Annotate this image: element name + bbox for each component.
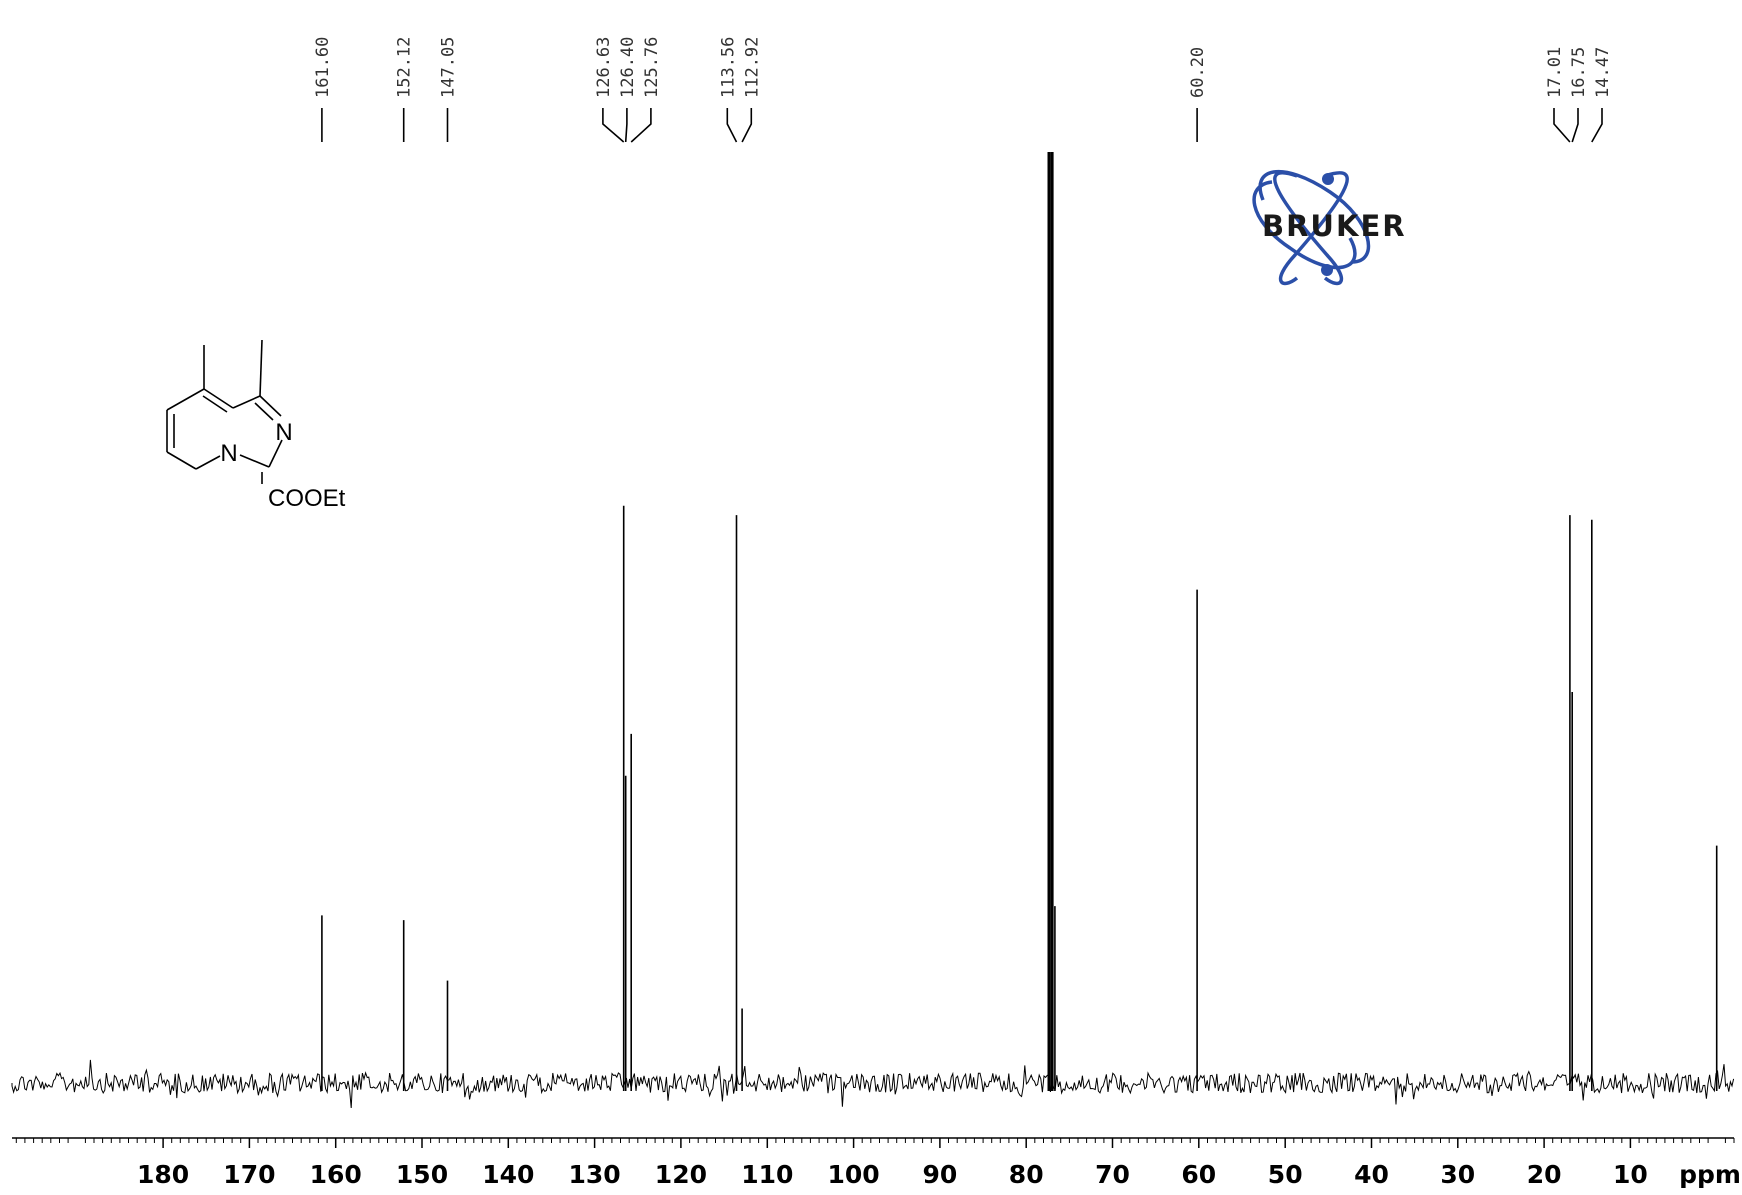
x-axis-minor-ticks	[15, 1138, 1735, 1143]
x-axis: 180 170 160 150 140 130 120 110 100 90 80 70 60 50 40 3…	[12, 1137, 1741, 1189]
peak-label: 161.60	[313, 37, 333, 98]
logo-orbit-4	[1252, 180, 1357, 270]
peak-label: 60.20	[1188, 47, 1208, 98]
x-axis-tick-label: 150	[396, 1160, 448, 1189]
x-axis-unit-label: ppm	[1679, 1160, 1741, 1189]
x-axis-tick-labels: 180 170 160 150 140 130 120 110 100 90 80 70 60 50 40 3…	[137, 1160, 1648, 1189]
peak-label-connector	[741, 108, 753, 143]
x-axis-major-ticks	[162, 1138, 1632, 1148]
peak-label: 147.05	[439, 37, 459, 98]
peak-label: 126.40	[618, 37, 638, 98]
x-axis-tick-label: 40	[1354, 1160, 1389, 1189]
x-axis-tick-label: 20	[1527, 1160, 1562, 1189]
x-axis-tick-label: 50	[1268, 1160, 1303, 1189]
peak-label: 17.01	[1545, 47, 1565, 98]
x-axis-tick-label: 140	[482, 1160, 534, 1189]
logo-orbit-1	[1273, 171, 1344, 286]
x-axis-tick-label: 80	[1009, 1160, 1044, 1189]
peak-line-group	[321, 152, 1718, 1091]
x-axis-tick-label: 90	[923, 1160, 958, 1189]
x-axis-tick-label: 70	[1095, 1160, 1130, 1189]
structure-atom-n-imidazole: N	[275, 419, 292, 446]
x-axis-tick-label: 100	[828, 1160, 880, 1189]
logo-dot-bottom	[1321, 264, 1333, 276]
peak-label-connector	[1591, 108, 1603, 143]
peak-label-connector	[630, 108, 652, 143]
peak-label-connector	[726, 108, 738, 143]
bruker-logo: BRUKER	[1252, 169, 1407, 286]
peak-label: 113.56	[718, 37, 738, 98]
peak-label-connector	[624, 108, 628, 143]
structure-atom-n-bridgehead: N	[220, 440, 237, 467]
peak-label: 152.12	[395, 37, 415, 98]
logo-text: BRUKER	[1262, 209, 1407, 243]
peak-label: 14.47	[1593, 47, 1613, 98]
x-axis-tick-label: 170	[223, 1160, 275, 1189]
x-axis-tick-label: 160	[310, 1160, 362, 1189]
baseline-noise-trace	[11, 1059, 1735, 1109]
x-axis-tick-label: 130	[569, 1160, 621, 1189]
peak-label-connector	[1553, 108, 1571, 143]
logo-dot-top	[1322, 173, 1334, 185]
peak-label: 126.63	[594, 37, 614, 98]
peak-label-connector	[602, 108, 625, 143]
chemical-structure	[166, 339, 283, 484]
peak-label-group: 161.60 152.12 147.05 126.63 126.40 125.76 113.…	[313, 37, 1613, 143]
x-axis-tick-label: 60	[1181, 1160, 1216, 1189]
structure-substituent-cooet: COOEt	[268, 485, 346, 512]
spectrum-trace-group	[11, 152, 1735, 1109]
x-axis-tick-label: 110	[741, 1160, 793, 1189]
peak-label: 16.75	[1569, 47, 1589, 98]
x-axis-tick-label: 120	[655, 1160, 707, 1189]
x-axis-tick-label: 30	[1440, 1160, 1475, 1189]
logo-orbit-2	[1278, 171, 1349, 286]
peak-label-connector	[1571, 108, 1579, 143]
x-axis-tick-label: 180	[137, 1160, 189, 1189]
peak-label: 125.76	[642, 37, 662, 98]
x-axis-tick-label: 10	[1613, 1160, 1648, 1189]
peak-label: 112.92	[742, 37, 762, 98]
logo-orbit-3	[1258, 169, 1371, 264]
